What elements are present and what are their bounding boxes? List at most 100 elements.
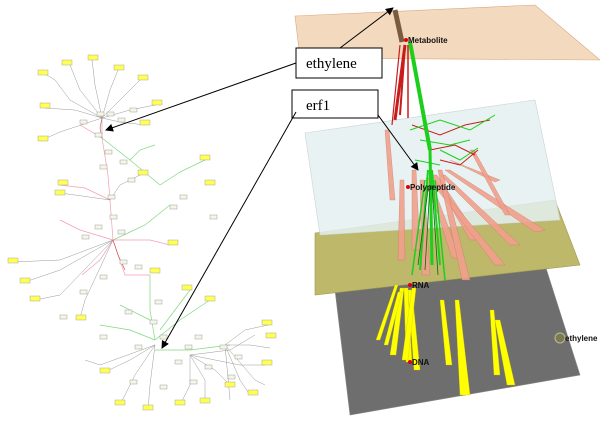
graph-node-white: [129, 379, 138, 385]
graph-node-yellow: [224, 381, 236, 388]
ethylene-arrow-to-graph: [105, 62, 297, 132]
graph-node-white: [149, 319, 158, 325]
rna-node-dot: [408, 283, 412, 287]
graph-node-white: [189, 379, 198, 385]
graph-node-white: [159, 384, 168, 390]
graph-node-yellow: [142, 404, 154, 411]
red-edge-bundle: [391, 44, 491, 166]
graph-node-white: [104, 149, 113, 155]
metabolite-node-dot: [404, 38, 408, 42]
graph-node-white: [99, 274, 108, 280]
ethylene-arrow-to-3d: [339, 7, 394, 49]
graph-node-white: [129, 107, 138, 113]
graph-node-yellow: [37, 135, 49, 142]
multilayer-3d-view: Metabolite Polypeptide RNA DNA ethylene: [294, 4, 600, 416]
graph-node-yellow: [199, 397, 211, 404]
graph-node-white: [119, 259, 128, 265]
graph-node-yellow: [261, 319, 273, 326]
graph-node-white: [227, 374, 236, 380]
graph-node-yellow: [174, 399, 186, 406]
graph-node-white: [169, 204, 178, 210]
erf1-arrow-to-3d: [377, 114, 419, 171]
erf1-arrow-to-graph: [161, 111, 297, 349]
graph-node-white: [79, 289, 88, 295]
ethylene-callout-text: ethylene: [306, 56, 357, 72]
graph-node-white: [81, 234, 90, 240]
graph-node-white: [119, 159, 128, 165]
red-edges: [99, 117, 126, 271]
metabolite-plane-label: Metabolite: [408, 36, 448, 45]
polypeptide-plane-label: Polypeptide: [410, 183, 456, 192]
flat-network-nodes: [7, 54, 277, 411]
brown-edge: [392, 9, 405, 43]
ethylene-outside-label: ethylene: [565, 334, 598, 343]
rna-plane-label: RNA: [412, 281, 430, 290]
graph-node-white: [194, 334, 203, 340]
graph-node-white: [96, 111, 105, 117]
graph-node-white: [99, 164, 108, 170]
graph-node-yellow: [29, 295, 41, 302]
pink-edges: [59, 124, 171, 276]
yellow-edge-bundle: [375, 284, 516, 396]
graph-node-white: [219, 344, 228, 350]
dark-green-edges: [417, 184, 439, 276]
gray-edges: [11, 59, 271, 411]
graph-node-yellow: [37, 69, 49, 76]
graph-node-white: [79, 119, 88, 125]
graph-node-white: [94, 224, 103, 230]
graph-node-white: [154, 299, 163, 305]
callouts: ethylene erf1: [105, 7, 419, 349]
graph-node-white: [159, 334, 168, 340]
graph-node-yellow: [113, 64, 125, 71]
graph-node-yellow: [114, 399, 126, 406]
graph-node-white: [107, 194, 116, 200]
polypeptide-node-dot: [406, 185, 410, 189]
graph-node-yellow: [7, 257, 19, 264]
graph-node-yellow: [204, 179, 216, 186]
graph-node-yellow: [75, 314, 87, 321]
graph-node-yellow: [137, 74, 149, 81]
graph-node-yellow: [265, 332, 277, 339]
erf1-callout-box: [291, 89, 379, 119]
graph-node-yellow: [87, 54, 99, 61]
graph-node-white: [204, 364, 213, 370]
dna-plane-label: DNA: [412, 358, 430, 367]
graph-node-white: [94, 132, 103, 138]
graph-node-yellow: [57, 179, 69, 186]
graph-node-yellow: [151, 99, 163, 106]
ethylene-callout-box: [295, 47, 383, 79]
graph-node-yellow: [204, 295, 216, 302]
graph-node-white: [109, 214, 118, 220]
graph-node-yellow: [39, 102, 51, 109]
graph-node-yellow: [99, 367, 111, 374]
erf1-callout-text: erf1: [306, 98, 330, 114]
graph-node-yellow: [261, 359, 273, 366]
metabolite-plane: [294, 4, 600, 61]
graph-node-white: [117, 229, 126, 235]
graph-node-white: [106, 111, 115, 117]
graph-node-yellow: [247, 389, 259, 396]
graph-node-yellow: [137, 169, 149, 176]
graph-node-yellow: [181, 284, 193, 291]
flat-network-graph: [7, 54, 277, 411]
graph-node-yellow: [149, 267, 161, 274]
graph-node-yellow: [199, 154, 211, 161]
salmon-edge-bundle: [384, 129, 546, 281]
graph-node-yellow: [61, 59, 73, 66]
ethylene-outside-node: [554, 332, 566, 344]
graph-node-yellow: [19, 277, 31, 284]
graph-node-white: [184, 344, 193, 350]
graph-node-white: [179, 194, 188, 200]
graph-node-yellow: [167, 239, 179, 246]
green-edges: [99, 137, 231, 351]
graph-node-yellow: [54, 189, 66, 196]
graph-node-white: [134, 264, 143, 270]
graph-node-white: [127, 177, 136, 183]
dna-node-dot: [408, 360, 412, 364]
graph-node-white: [117, 117, 126, 123]
graph-node-white: [174, 359, 183, 365]
graph-node-white: [99, 334, 108, 340]
graph-node-white: [209, 214, 218, 220]
graph-node-white: [234, 354, 243, 360]
